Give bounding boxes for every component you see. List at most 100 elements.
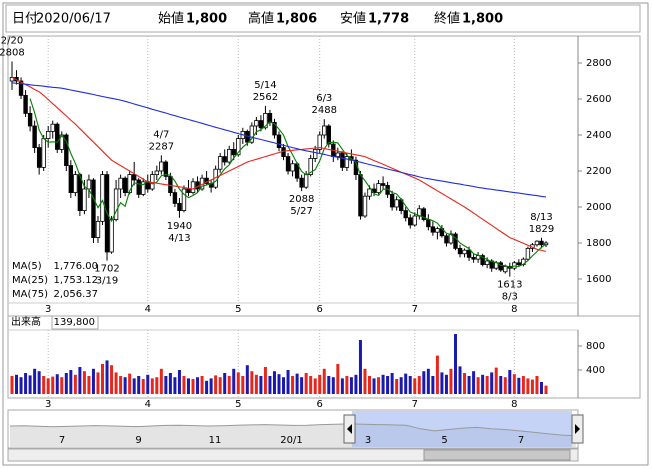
volume-bar xyxy=(304,373,308,394)
volume-bar xyxy=(223,373,227,394)
x-tick-label: 8 xyxy=(511,399,517,410)
volume-bar xyxy=(19,377,23,394)
volume-bar xyxy=(336,364,340,394)
candle-body xyxy=(186,188,191,193)
volume-bar xyxy=(182,376,186,394)
volume-bar xyxy=(327,376,331,394)
legend-name: MA(25) xyxy=(12,275,48,286)
volume-bar xyxy=(535,376,539,394)
annotation-value: 2088 xyxy=(289,194,314,205)
candle-body xyxy=(163,161,169,177)
volume-bar xyxy=(245,365,249,394)
volume-bar xyxy=(250,371,254,394)
candle-body xyxy=(68,165,74,193)
x-tick-label: 6 xyxy=(317,399,323,410)
y-tick-label: 2600 xyxy=(586,94,611,105)
volume-bar xyxy=(363,368,367,394)
x-tick-label: 4 xyxy=(145,304,151,315)
volume-bar xyxy=(150,378,154,394)
candle-body xyxy=(362,195,368,217)
volume-bar xyxy=(51,376,55,394)
volume-bar xyxy=(458,366,462,394)
candle-body xyxy=(217,156,223,170)
candle-body xyxy=(195,181,200,190)
volume-bar xyxy=(146,374,150,394)
scrollbar-thumb[interactable] xyxy=(423,449,571,461)
candle-body xyxy=(380,183,386,186)
candle-body xyxy=(326,125,331,145)
annotation-date: 6/3 xyxy=(316,93,332,104)
volume-bar xyxy=(435,355,439,394)
volume-bar xyxy=(141,379,145,394)
volume-bar xyxy=(295,373,299,394)
candle-body xyxy=(376,183,381,193)
volume-bar xyxy=(164,376,168,394)
candle-body xyxy=(109,219,114,253)
volume-bar xyxy=(91,368,95,394)
volume-bar xyxy=(259,376,263,394)
candle-body xyxy=(367,188,372,197)
volume-bar xyxy=(55,374,59,394)
candle-body xyxy=(73,174,78,193)
candle-body xyxy=(313,148,318,159)
volume-bar xyxy=(386,376,390,394)
volume-bar xyxy=(404,373,408,394)
legend-bg xyxy=(10,260,100,273)
annotation-value: 1613 xyxy=(497,280,522,291)
candle-body xyxy=(131,174,137,181)
volume-bar xyxy=(422,371,426,394)
candle-body xyxy=(421,208,427,220)
candle-body xyxy=(276,134,282,148)
candle-body xyxy=(471,256,476,260)
volume-bar xyxy=(318,374,322,394)
candle-body xyxy=(95,220,101,238)
candle-body xyxy=(453,233,458,249)
volume-bar xyxy=(105,360,109,394)
header-bar xyxy=(5,4,641,33)
volume-bar xyxy=(128,373,132,394)
volume-bar xyxy=(517,377,521,394)
candle-body xyxy=(299,177,304,188)
candle-body xyxy=(145,181,150,190)
candle-body xyxy=(9,76,15,82)
volume-bar xyxy=(78,367,82,394)
candle-body xyxy=(18,80,24,96)
volume-latest-box xyxy=(51,315,99,330)
volume-bar xyxy=(137,376,141,394)
annotation-date: 5/27 xyxy=(290,206,312,217)
volume-bar xyxy=(227,376,231,394)
annotation-date: 8/13 xyxy=(530,212,552,223)
candle-body xyxy=(36,147,42,168)
volume-bar xyxy=(132,378,136,394)
y-tick-label: 2800 xyxy=(586,58,611,69)
volume-bar xyxy=(186,378,190,394)
volume-bar xyxy=(24,373,28,394)
volume-bar xyxy=(232,368,236,394)
volume-bar xyxy=(449,368,453,394)
navigator-selection[interactable] xyxy=(352,411,572,447)
header-label: 終値 xyxy=(434,11,460,27)
volume-bar xyxy=(28,375,32,394)
volume-bar xyxy=(431,376,435,394)
legend-name: MA(5) xyxy=(12,261,42,272)
volume-bar xyxy=(82,371,86,394)
volume-bar xyxy=(300,377,304,394)
volume-bar xyxy=(177,370,181,394)
candle-body xyxy=(457,247,463,255)
volume-bar xyxy=(173,377,177,394)
candle-body xyxy=(285,156,291,172)
candle-body xyxy=(32,125,37,148)
volume-bar xyxy=(15,374,19,394)
navigator-label: 7 xyxy=(59,435,65,446)
candle-body xyxy=(64,134,69,166)
volume-bar xyxy=(544,385,548,394)
volume-bar xyxy=(42,376,46,394)
candle-body xyxy=(412,215,417,226)
navigator-label: 9 xyxy=(135,435,141,446)
candle-body xyxy=(50,123,55,132)
x-tick-label: 5 xyxy=(235,399,241,410)
legend-name: MA(75) xyxy=(12,289,48,300)
legend-value: 1,776.00 xyxy=(53,261,98,272)
volume-bar xyxy=(282,377,286,394)
